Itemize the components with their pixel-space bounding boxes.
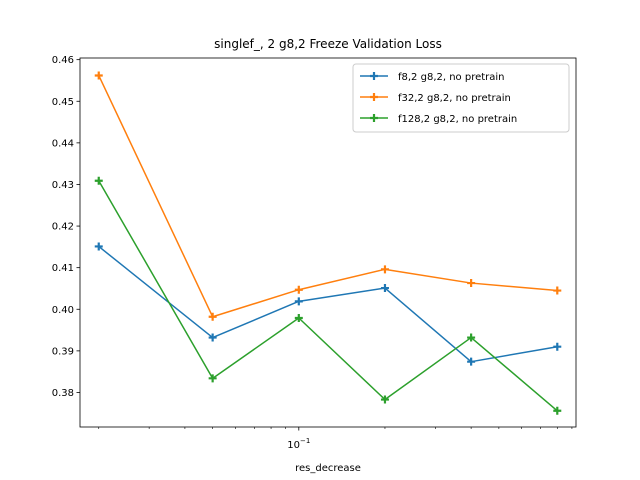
data-point	[94, 242, 103, 251]
legend-label: f32,2 g8,2, no pretrain	[398, 93, 511, 104]
series-line-3	[98, 180, 558, 412]
y-tick-label: 0.38	[52, 388, 74, 399]
y-tick-label: 0.46	[52, 55, 74, 66]
y-tick-label: 0.41	[52, 263, 74, 274]
data-point	[294, 285, 303, 294]
legend-item: f8,2 g8,2, no pretrain	[360, 72, 505, 83]
y-tick-label: 0.39	[52, 346, 74, 357]
legend-label: f128,2 g8,2, no pretrain	[398, 114, 517, 125]
data-point	[467, 333, 476, 342]
data-point	[380, 265, 389, 274]
y-tick-label: 0.40	[52, 305, 74, 316]
data-point	[208, 333, 217, 342]
x-tick-label: 10−1	[287, 437, 310, 451]
data-point	[208, 312, 217, 321]
series-line-1	[98, 245, 558, 363]
legend-marker	[370, 72, 378, 80]
y-tick-label: 0.42	[52, 222, 74, 233]
y-tick-label: 0.45	[52, 97, 74, 108]
axes-frame	[79, 57, 577, 428]
legend-item: f128,2 g8,2, no pretrain	[360, 114, 517, 125]
data-point	[553, 342, 562, 351]
x-axis-label: res_decrease	[295, 463, 361, 474]
legend-marker	[370, 93, 378, 101]
legend: f8,2 g8,2, no pretrain f32,2 g8,2, no pre…	[352, 63, 570, 133]
data-point	[294, 297, 303, 306]
legend-label: f8,2 g8,2, no pretrain	[398, 72, 505, 83]
data-point	[94, 176, 103, 185]
plot-area: 0.38 0.39 0.40 0.41 0.42 0.43 0.44 0.45 0.46 10−1…	[52, 55, 577, 451]
data-point	[467, 279, 476, 288]
data-point	[208, 374, 217, 383]
series-line-2	[98, 75, 558, 318]
y-tick-label: 0.43	[52, 180, 74, 191]
data-point	[553, 406, 562, 415]
legend-box	[352, 63, 570, 133]
legend-marker	[370, 114, 378, 122]
data-point	[467, 357, 476, 366]
y-tick-label: 0.44	[52, 138, 74, 149]
data-point	[294, 314, 303, 323]
data-point	[380, 284, 389, 293]
legend-item: f32,2 g8,2, no pretrain	[360, 93, 511, 104]
data-point	[380, 395, 389, 404]
chart-title: singlef_, 2 g8,2 Freeze Validation Loss	[214, 37, 442, 51]
x-tick-label-base: 10	[287, 440, 300, 451]
data-point	[94, 71, 103, 80]
data-point	[553, 286, 562, 295]
x-tick-label-exponent: −1	[300, 437, 310, 445]
